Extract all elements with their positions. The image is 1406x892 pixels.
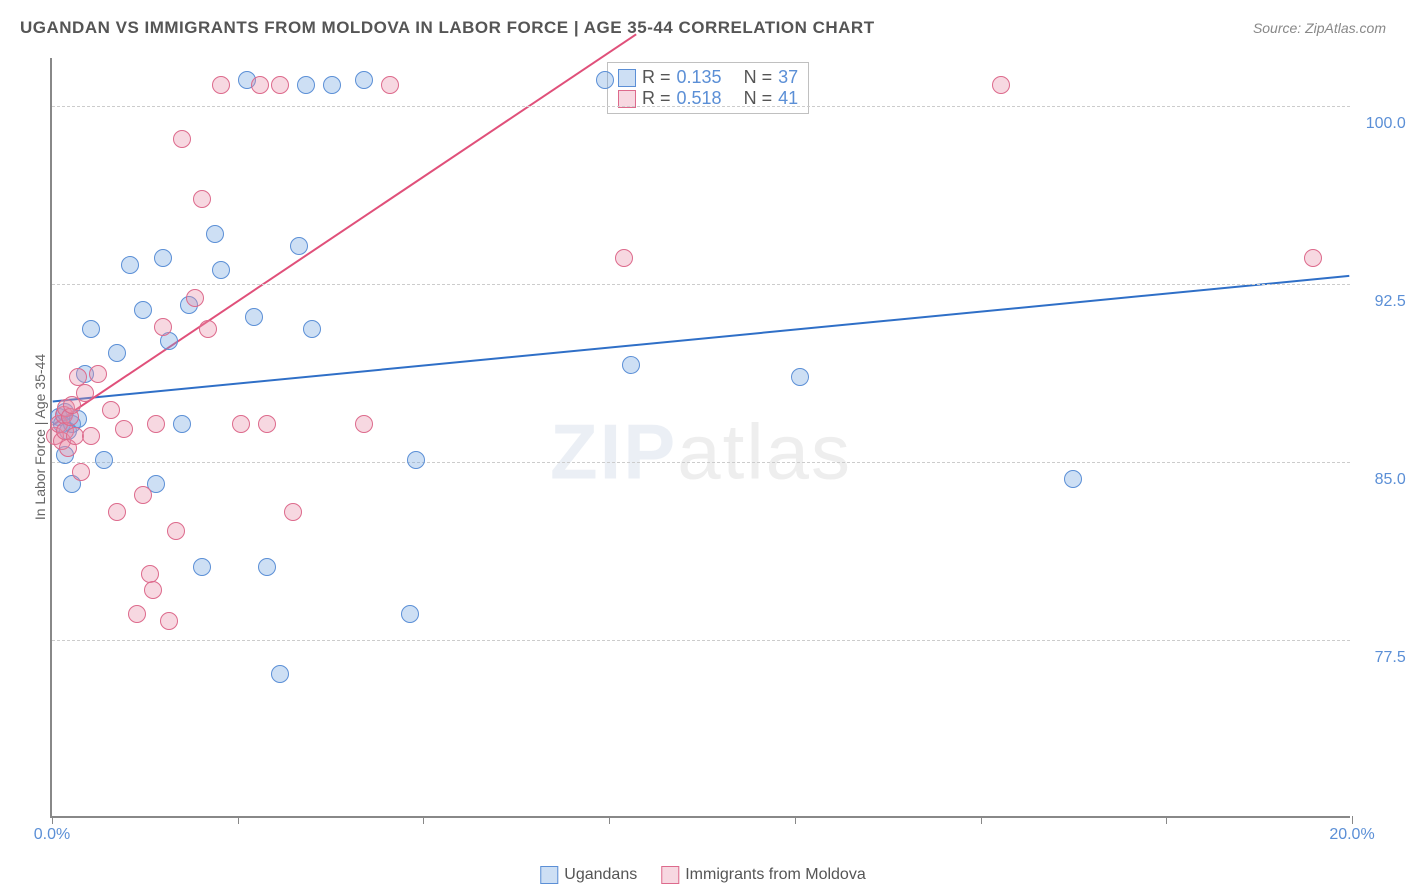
- scatter-point: [297, 76, 315, 94]
- scatter-point: [258, 415, 276, 433]
- scatter-point: [141, 565, 159, 583]
- scatter-point: [69, 368, 87, 386]
- scatter-point: [82, 427, 100, 445]
- gridline-h: [52, 284, 1350, 285]
- scatter-point: [245, 308, 263, 326]
- scatter-point: [160, 612, 178, 630]
- scatter-point: [232, 415, 250, 433]
- y-tick-label: 92.5%: [1360, 293, 1406, 311]
- plot-area: In Labor Force | Age 35-44 ZIPatlas R = …: [50, 58, 1350, 818]
- scatter-point: [212, 261, 230, 279]
- scatter-point: [206, 225, 224, 243]
- x-tick: [238, 816, 239, 824]
- stat-r-value: 0.135: [677, 67, 722, 88]
- x-tick: [52, 816, 53, 824]
- scatter-point: [95, 451, 113, 469]
- scatter-point: [323, 76, 341, 94]
- legend-item: Immigrants from Moldova: [661, 866, 866, 884]
- scatter-point: [134, 301, 152, 319]
- scatter-point: [284, 503, 302, 521]
- trend-lines-layer: [52, 58, 1350, 816]
- scatter-point: [271, 76, 289, 94]
- gridline-h: [52, 640, 1350, 641]
- legend-label: Ugandans: [564, 866, 637, 884]
- scatter-point: [134, 486, 152, 504]
- scatter-point: [258, 558, 276, 576]
- scatter-point: [1304, 249, 1322, 267]
- x-tick: [1352, 816, 1353, 824]
- scatter-point: [82, 320, 100, 338]
- scatter-point: [154, 318, 172, 336]
- scatter-point: [108, 503, 126, 521]
- x-tick: [1166, 816, 1167, 824]
- scatter-point: [147, 415, 165, 433]
- x-tick: [981, 816, 982, 824]
- stat-r-label: R =: [642, 67, 671, 88]
- scatter-point: [401, 605, 419, 623]
- scatter-point: [193, 190, 211, 208]
- scatter-point: [121, 256, 139, 274]
- chart-title: UGANDAN VS IMMIGRANTS FROM MOLDOVA IN LA…: [20, 18, 875, 38]
- scatter-point: [154, 249, 172, 267]
- scatter-point: [108, 344, 126, 362]
- y-tick-label: 85.0%: [1360, 471, 1406, 489]
- scatter-point: [791, 368, 809, 386]
- scatter-point: [1064, 470, 1082, 488]
- scatter-point: [72, 463, 90, 481]
- scatter-point: [144, 581, 162, 599]
- x-tick: [423, 816, 424, 824]
- scatter-point: [407, 451, 425, 469]
- stat-n-value: 37: [778, 67, 798, 88]
- scatter-point: [290, 237, 308, 255]
- scatter-point: [173, 130, 191, 148]
- scatter-point: [355, 71, 373, 89]
- legend-swatch: [661, 866, 679, 884]
- gridline-h: [52, 106, 1350, 107]
- scatter-point: [251, 76, 269, 94]
- scatter-point: [381, 76, 399, 94]
- scatter-point: [89, 365, 107, 383]
- gridline-h: [52, 462, 1350, 463]
- scatter-point: [596, 71, 614, 89]
- scatter-point: [199, 320, 217, 338]
- series-swatch: [618, 69, 636, 87]
- scatter-point: [76, 384, 94, 402]
- scatter-point: [212, 76, 230, 94]
- scatter-point: [128, 605, 146, 623]
- scatter-point: [186, 289, 204, 307]
- y-tick-label: 77.5%: [1360, 649, 1406, 667]
- source-attribution: Source: ZipAtlas.com: [1253, 20, 1386, 36]
- legend-bottom: Ugandans Immigrants from Moldova: [540, 866, 865, 884]
- scatter-point: [622, 356, 640, 374]
- chart-header: UGANDAN VS IMMIGRANTS FROM MOLDOVA IN LA…: [20, 18, 1386, 38]
- x-tick-label: 0.0%: [34, 826, 70, 844]
- legend-item: Ugandans: [540, 866, 637, 884]
- legend-swatch: [540, 866, 558, 884]
- stat-n-label: N =: [744, 67, 773, 88]
- scatter-point: [102, 401, 120, 419]
- y-tick-label: 100.0%: [1360, 115, 1406, 133]
- scatter-point: [193, 558, 211, 576]
- scatter-point: [115, 420, 133, 438]
- legend-label: Immigrants from Moldova: [685, 866, 866, 884]
- x-tick: [795, 816, 796, 824]
- scatter-point: [173, 415, 191, 433]
- x-tick-label: 20.0%: [1329, 826, 1374, 844]
- scatter-point: [303, 320, 321, 338]
- scatter-point: [615, 249, 633, 267]
- scatter-point: [271, 665, 289, 683]
- x-tick: [609, 816, 610, 824]
- scatter-point: [992, 76, 1010, 94]
- scatter-point: [167, 522, 185, 540]
- stats-row: R = 0.135 N = 37: [618, 67, 798, 88]
- trend-line: [53, 34, 636, 425]
- scatter-point: [355, 415, 373, 433]
